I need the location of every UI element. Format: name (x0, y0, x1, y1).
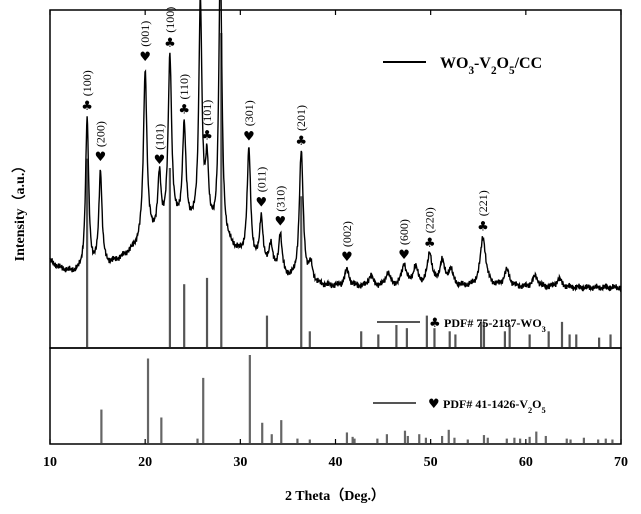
peak-hkl-label: (002) (340, 221, 354, 247)
legend-label-v2o5: PDF# 41-1426-V2O5 (443, 397, 546, 415)
peak-hkl-label: (301) (242, 100, 256, 126)
x-tick-label: 10 (43, 455, 57, 470)
peak-phase-symbol: ♣ (201, 129, 213, 144)
x-axis-title: 2 Theta（Deg.） (285, 488, 385, 504)
peak-phase-symbol: ♣ (178, 102, 190, 117)
y-axis-title: Intensity（a.u.） (12, 159, 28, 262)
peak-hkl-label: (101) (152, 124, 166, 150)
peak-phase-symbol: ♥ (255, 195, 267, 210)
legend-label-wo3: PDF# 75-2187-WO3 (444, 316, 546, 334)
peak-phase-symbol: ♥ (95, 150, 107, 165)
peak-hkl-label: (201) (294, 105, 308, 131)
peak-hkl-label: (101) (200, 100, 214, 126)
peak-phase-symbol: ♣ (81, 99, 93, 114)
peak-hkl-label: (011) (254, 167, 268, 193)
peak-hkl-label: (001) (138, 21, 152, 47)
peak-hkl-label: (310) (273, 186, 287, 212)
peak-phase-symbol: ♣ (295, 134, 307, 149)
peak-phase-symbol: ♥ (139, 50, 151, 65)
legend-label-pattern: WO3-V2O5/CC (440, 55, 542, 77)
peak-hkl-label: (220) (423, 207, 437, 233)
xrd-pattern-line (50, 0, 621, 291)
peak-hkl-label: (100) (80, 70, 94, 96)
x-tick-label: 40 (329, 455, 343, 470)
peak-hkl-label: (100) (163, 7, 177, 33)
legend-symbol-wo3: ♣ (429, 316, 441, 331)
x-tick-label: 30 (233, 455, 247, 470)
peak-hkl-label: (221) (476, 190, 490, 216)
peak-phase-symbol: ♣ (424, 236, 436, 251)
x-tick-label: 20 (138, 455, 152, 470)
peak-annotations: ♣(100)♥(200)♥(001)♥(101)♣(100)♣(110)♥(11… (80, 0, 490, 265)
legend-symbol-v2o5: ♥ (428, 397, 440, 412)
peak-hkl-label: (600) (397, 219, 411, 245)
peak-hkl-label: (200) (93, 121, 107, 147)
peak-phase-symbol: ♥ (274, 215, 286, 230)
peak-phase-symbol: ♥ (398, 248, 410, 263)
peak-phase-symbol: ♥ (243, 129, 255, 144)
bottom-panel-frame (50, 348, 621, 444)
x-tick-label: 50 (424, 455, 438, 470)
x-tick-label: 60 (519, 455, 533, 470)
peak-phase-symbol: ♣ (164, 36, 176, 51)
peak-hkl-label: (110) (177, 74, 191, 100)
peak-phase-symbol: ♥ (154, 153, 166, 168)
peak-phase-symbol: ♣ (477, 219, 489, 234)
peak-phase-symbol: ♥ (341, 250, 353, 265)
x-tick-label: 70 (614, 455, 628, 470)
